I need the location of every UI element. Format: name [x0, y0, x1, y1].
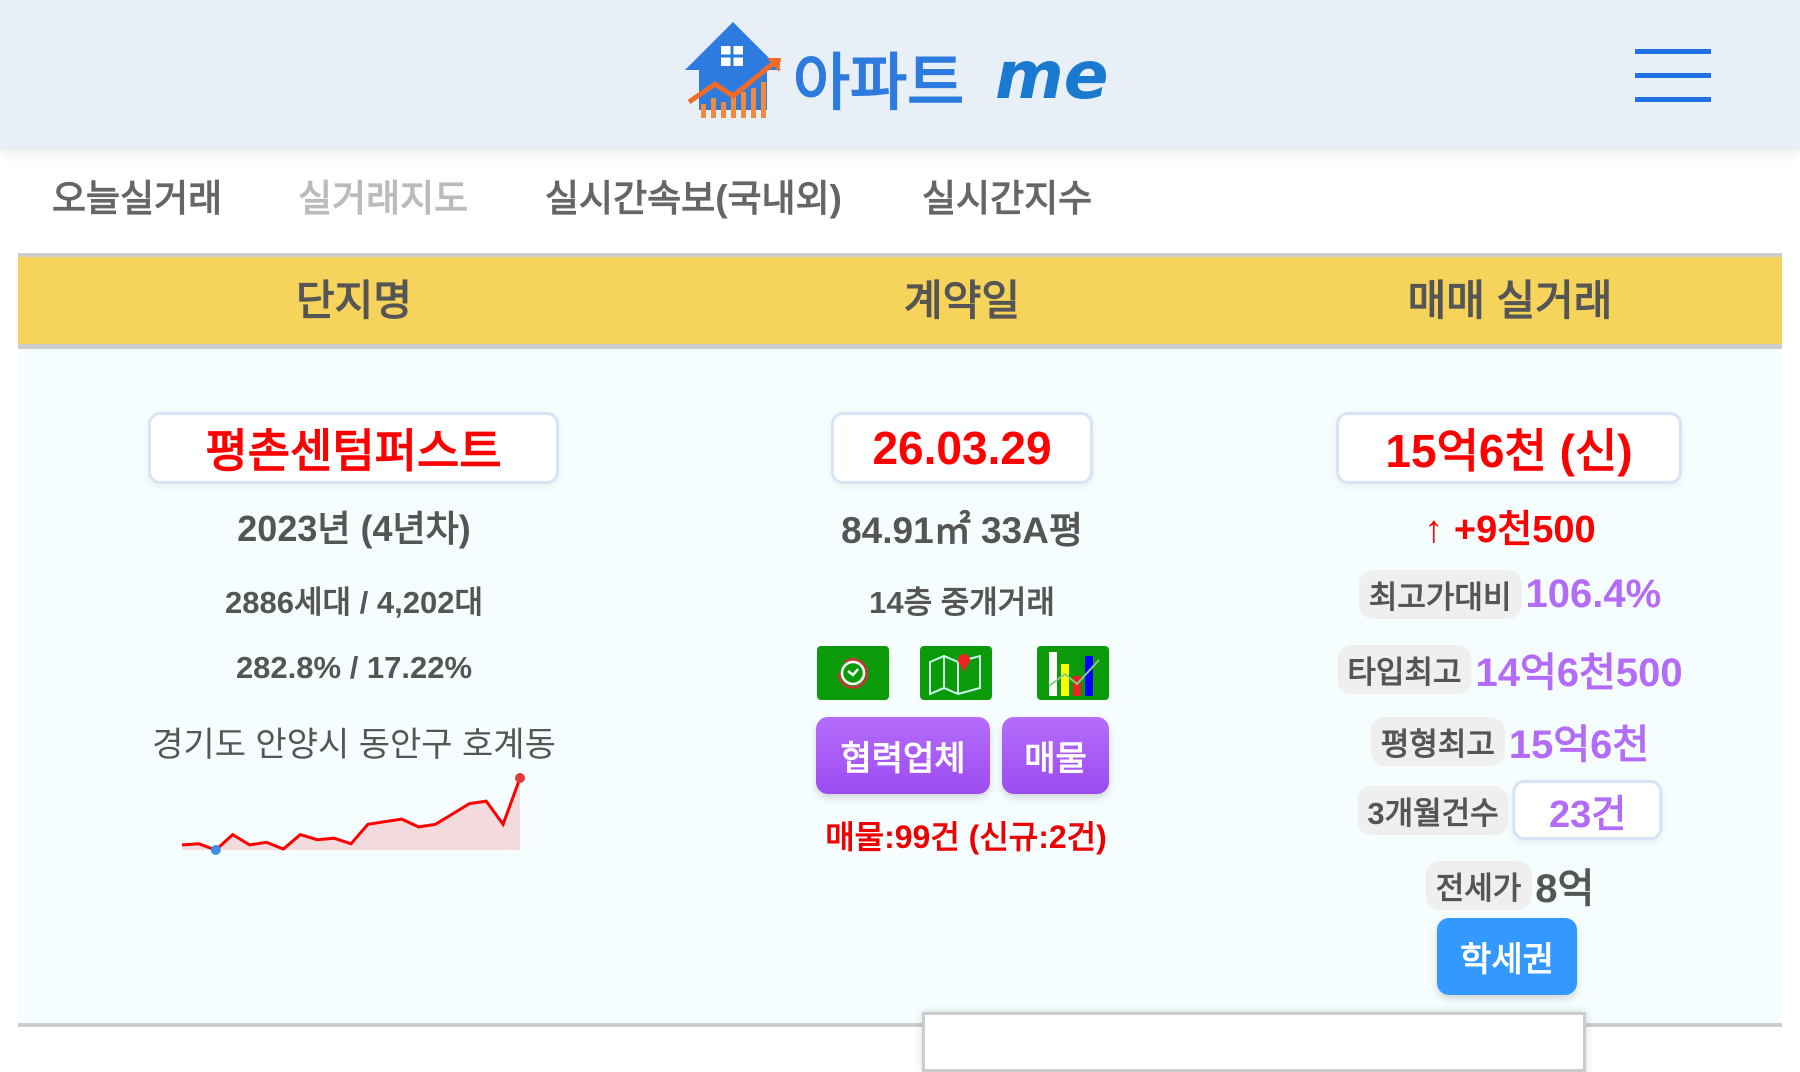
listing-count[interactable]: 매물:99건 (신규:2건): [825, 819, 1107, 855]
households-parking: 2886세대 / 4,202대: [225, 585, 483, 620]
stat-label: 최고가대비: [1358, 570, 1522, 619]
tab-trade-map[interactable]: 실거래지도: [298, 178, 469, 219]
header-complex: 단지명: [296, 277, 412, 324]
floor-trade-type: 14층 중개거래: [869, 585, 1055, 620]
stat-row-peak-ratio: 최고가대비 106.4%: [1358, 570, 1662, 619]
stat-value: 8억: [1535, 867, 1595, 911]
table-header: 단지명 계약일 매매 실거래: [18, 253, 1782, 349]
hamburger-icon[interactable]: [1635, 49, 1711, 54]
sparkline-line: [181, 777, 522, 852]
sparkline-area: [182, 778, 520, 850]
complex-name[interactable]: 평촌센텀퍼스트: [148, 412, 559, 484]
stat-value: 14억6천500: [1475, 651, 1683, 695]
area-type: 84.91㎡ 33A평: [841, 510, 1083, 551]
stat-value: 15억6천: [1508, 723, 1650, 767]
popup-panel[interactable]: [922, 1012, 1586, 1072]
far-bcr: 282.8% / 17.22%: [235, 650, 473, 685]
map-pin-icon[interactable]: [920, 646, 992, 700]
tab-live-news[interactable]: 실시간속보(국내외): [545, 178, 842, 219]
bar-chart-icon[interactable]: [1037, 646, 1109, 700]
contract-date: 26.03.29: [831, 412, 1093, 484]
built-year: 2023년 (4년차): [237, 508, 471, 549]
stat-row-3month-count: 3개월건수 23건: [1357, 780, 1663, 840]
sparkline-min-point: [210, 845, 221, 855]
school-zone-button[interactable]: 학세권: [1437, 918, 1577, 995]
partner-button[interactable]: 협력업체: [816, 717, 990, 794]
sparkline-max-point: [515, 773, 525, 783]
stat-label: 타입최고: [1337, 644, 1472, 694]
listing-button[interactable]: 매물: [1002, 717, 1109, 794]
stat-value[interactable]: 23건: [1512, 780, 1663, 840]
svg-text:me: me: [995, 37, 1109, 114]
tab-live-index[interactable]: 실시간지수: [922, 178, 1093, 219]
address: 경기도 안양시 동안구 호계동: [152, 726, 556, 764]
stat-label: 평형최고: [1370, 716, 1505, 766]
logo[interactable]: 아파트 me: [675, 18, 1115, 126]
hamburger-icon-line[interactable]: [1635, 73, 1711, 78]
price-sparkline[interactable]: [176, 770, 538, 865]
top-header: 아파트 me: [0, 0, 1800, 150]
header-contract-date: 계약일: [904, 277, 1020, 324]
clock-history-icon[interactable]: [817, 646, 889, 700]
stat-label: 전세가: [1425, 860, 1532, 910]
tab-today-trades[interactable]: 오늘실거래: [52, 178, 223, 219]
stat-row-type-high: 타입최고 14억6천500: [1337, 640, 1683, 698]
stat-value: 106.4%: [1525, 572, 1662, 616]
stat-row-jeonse: 전세가 8억: [1425, 856, 1595, 914]
header-trade-price: 매매 실거래: [1407, 277, 1613, 324]
hamburger-icon-line[interactable]: [1635, 97, 1711, 102]
stat-label: 3개월건수: [1357, 785, 1509, 835]
price-change: ↑ +9천500: [1424, 509, 1596, 551]
stat-row-size-high: 평형최고 15억6천: [1370, 712, 1650, 770]
trade-price: 15억6천 (신): [1336, 412, 1682, 484]
svg-text:아파트: 아파트: [793, 46, 964, 119]
